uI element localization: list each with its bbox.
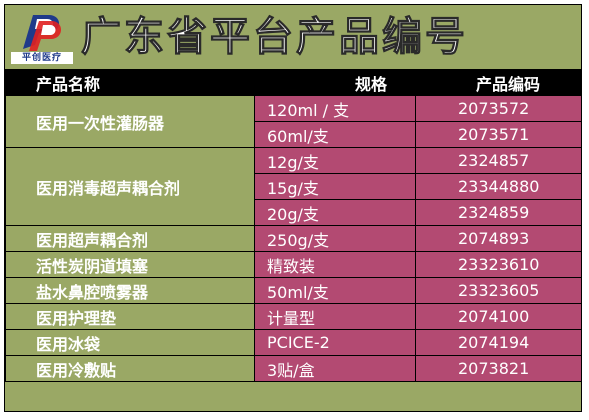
product-name-cell: 医用冰袋 xyxy=(5,329,255,356)
product-name-cell: 医用超声耦合剂 xyxy=(5,225,255,252)
code-cell: 2074194 xyxy=(415,329,582,356)
title-bar: 平创医疗 广东省平台产品编号 xyxy=(5,5,581,70)
spec-cell: 120ml / 支 xyxy=(254,95,416,122)
company-logo: 平创医疗 xyxy=(11,11,73,65)
spec-cell: 20g/支 xyxy=(254,199,416,226)
product-name-cell: 医用护理垫 xyxy=(5,303,255,330)
product-name-cell: 医用消毒超声耦合剂 xyxy=(5,147,255,226)
page-title: 广东省平台产品编号 xyxy=(81,14,468,61)
spec-cell: 3贴/盒 xyxy=(254,355,416,382)
column-header-spec: 规格 xyxy=(254,70,416,96)
code-cell: 23323605 xyxy=(415,277,582,304)
table-body: 医用一次性灌肠器 120ml / 支 2073572 60ml/支 2073571 医用消… xyxy=(5,95,582,382)
table-row: 医用消毒超声耦合剂 12g/支 2324857 xyxy=(5,147,582,226)
code-cell: 2074100 xyxy=(415,303,582,330)
table-row: 活性炭阴道填塞 精致装 23323610 xyxy=(5,251,582,278)
product-name-cell: 盐水鼻腔喷雾器 xyxy=(5,277,255,304)
code-cell: 2074893 xyxy=(415,225,582,252)
product-table: 产品名称 规格 产品编码 医用一次性灌肠器 120ml / 支 2073572 60m… xyxy=(5,70,582,382)
code-cell: 2073572 xyxy=(415,95,582,122)
table-row: 医用护理垫 计量型 2074100 xyxy=(5,303,582,330)
table-row: 20g/支 2324859 xyxy=(6,199,582,226)
logo-mark-icon xyxy=(23,15,62,51)
table-row: 医用冰袋 PCICE-2 2074194 xyxy=(5,329,582,356)
code-cell: 2324857 xyxy=(415,147,582,174)
table-row: 医用冷敷贴 3贴/盒 2073821 xyxy=(5,355,582,382)
spec-cell: 60ml/支 xyxy=(254,121,416,148)
spec-cell: 计量型 xyxy=(254,303,416,330)
spec-cell: 50ml/支 xyxy=(254,277,416,304)
product-name-cell: 活性炭阴道填塞 xyxy=(5,251,255,278)
spec-cell: PCICE-2 xyxy=(254,329,416,356)
product-sheet: 平创医疗 广东省平台产品编号 产品名称 规格 产品编码 医用一次性灌肠器 120m… xyxy=(4,4,582,412)
product-name-cell: 医用冷敷贴 xyxy=(5,355,255,382)
code-cell: 23344880 xyxy=(415,173,582,200)
table-row: 盐水鼻腔喷雾器 50ml/支 23323605 xyxy=(5,277,582,304)
spec-cell: 精致装 xyxy=(254,251,416,278)
table-row: 60ml/支 2073571 xyxy=(6,121,582,148)
table-row: 医用超声耦合剂 250g/支 2074893 xyxy=(5,225,582,252)
code-cell: 23323610 xyxy=(415,251,582,278)
spec-cell: 15g/支 xyxy=(254,173,416,200)
column-header-name: 产品名称 xyxy=(5,70,255,96)
spec-cell: 250g/支 xyxy=(254,225,416,252)
spec-cell: 12g/支 xyxy=(254,147,416,174)
table-row: 医用一次性灌肠器 120ml / 支 2073572 xyxy=(5,95,582,148)
code-cell: 2073821 xyxy=(415,355,582,382)
code-cell: 2073571 xyxy=(415,121,582,148)
column-header-code: 产品编码 xyxy=(415,70,582,96)
table-header-row: 产品名称 规格 产品编码 xyxy=(5,70,582,96)
logo-text: 平创医疗 xyxy=(11,52,73,64)
product-name-cell: 医用一次性灌肠器 xyxy=(5,95,255,148)
code-cell: 2324859 xyxy=(415,199,582,226)
